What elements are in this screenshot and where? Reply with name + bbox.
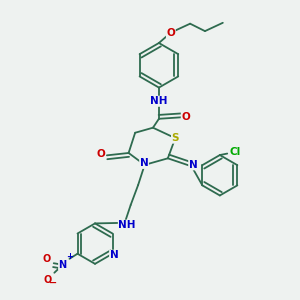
Text: O: O [44, 275, 52, 285]
Text: NH: NH [150, 96, 168, 106]
Text: S: S [172, 133, 179, 143]
Text: Cl: Cl [229, 147, 240, 157]
Text: O: O [167, 28, 175, 38]
Text: NH: NH [118, 220, 136, 230]
Text: N: N [58, 260, 67, 270]
Text: +: + [66, 252, 73, 261]
Text: O: O [97, 149, 105, 159]
Text: N: N [140, 158, 148, 168]
Text: N: N [110, 250, 118, 260]
Text: O: O [42, 254, 50, 264]
Text: O: O [181, 112, 190, 122]
Text: N: N [189, 160, 197, 170]
Text: −: − [49, 278, 57, 287]
